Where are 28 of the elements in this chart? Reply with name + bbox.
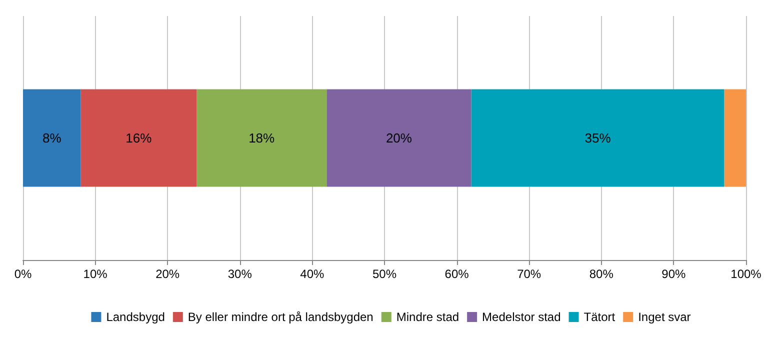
x-tick-label: 60%	[444, 267, 470, 281]
x-tick-label: 80%	[589, 267, 614, 281]
x-tick-label: 50%	[372, 267, 397, 281]
data-label: 20%	[386, 130, 412, 146]
bar	[23, 89, 81, 187]
bar	[326, 89, 472, 187]
legend-label: Inget svar	[638, 310, 691, 324]
legend-label: Landsbygd	[106, 310, 165, 324]
data-label: 35%	[584, 130, 612, 146]
x-tick-label: 20%	[156, 267, 180, 281]
data-label: 18%	[248, 130, 276, 146]
legend-label: By eller mindre ort på landsbygden	[188, 310, 374, 324]
legend-label: Medelstor stad	[482, 310, 561, 324]
x-tick-label: 30%	[228, 267, 252, 281]
x-tick-label: 10%	[83, 267, 108, 281]
bar	[196, 89, 327, 187]
x-tick-label: 90%	[662, 267, 686, 281]
bar	[724, 89, 746, 187]
x-tick-label: 70%	[517, 267, 542, 281]
data-label: 16%	[126, 130, 152, 146]
bar	[471, 89, 724, 187]
x-tick-label: 100%	[730, 267, 762, 281]
data-label: 8%	[42, 130, 62, 146]
legend-label: Tätort	[584, 310, 616, 324]
legend-label: Mindre stad	[396, 310, 460, 324]
x-tick-label: 40%	[300, 267, 325, 281]
x-tick-label: 0%	[14, 267, 32, 281]
bar	[80, 89, 197, 187]
